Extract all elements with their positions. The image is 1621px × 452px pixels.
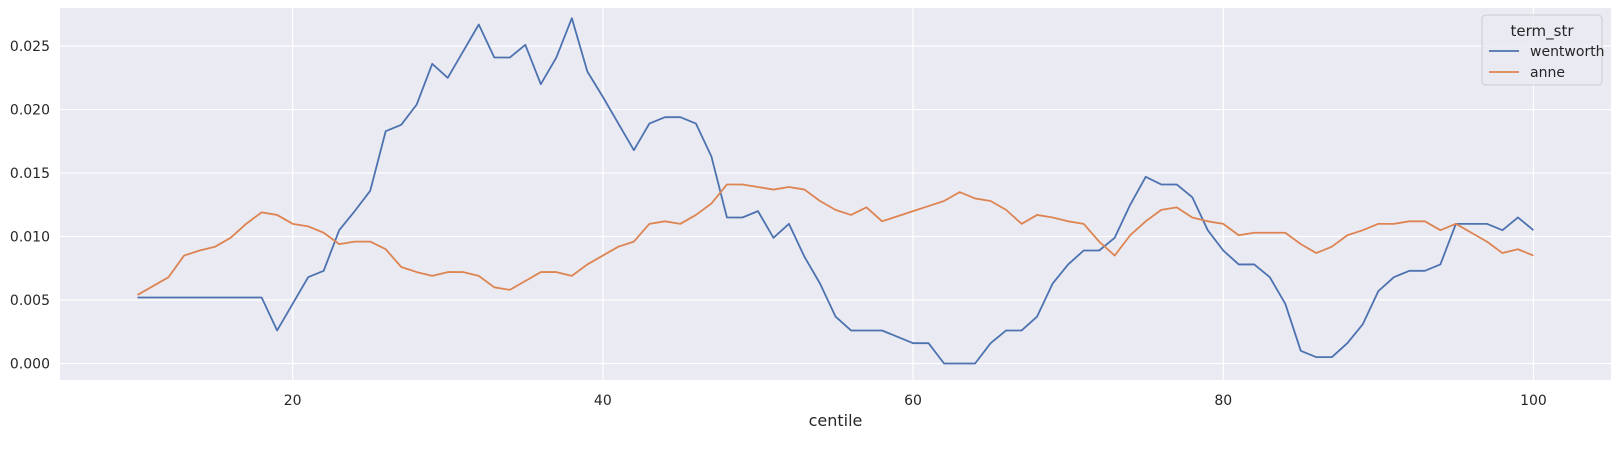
x-axis-ticks: 20 40 60 80 100 [284,393,1547,409]
x-tick-label: 40 [594,393,612,409]
series-lines [137,17,1535,365]
grid-lines [60,8,1611,380]
legend-label-wentworth: wentworth [1530,44,1605,60]
y-tick-label: 0.025 [10,39,50,55]
y-tick-label: 0.000 [10,356,50,372]
x-tick-label: 60 [904,393,922,409]
series-line-wentworth [137,17,1535,365]
y-axis-ticks: 0.000 0.005 0.010 0.015 0.020 0.025 [10,39,50,372]
y-tick-label: 0.020 [10,103,50,119]
x-tick-label: 20 [284,393,302,409]
x-tick-label: 80 [1214,393,1232,409]
series-line-anne [137,183,1534,296]
legend-box [1481,14,1603,86]
legend-label-anne: anne [1530,65,1565,81]
legend-title: term_str [1511,22,1575,41]
legend[interactable]: term_str wentworth anne [1481,14,1605,86]
x-tick-label: 100 [1520,393,1547,409]
x-axis-label: centile [809,411,863,430]
y-tick-label: 0.015 [10,166,50,182]
y-tick-label: 0.005 [10,293,50,309]
plot-background [60,8,1611,380]
y-tick-label: 0.010 [10,230,50,246]
